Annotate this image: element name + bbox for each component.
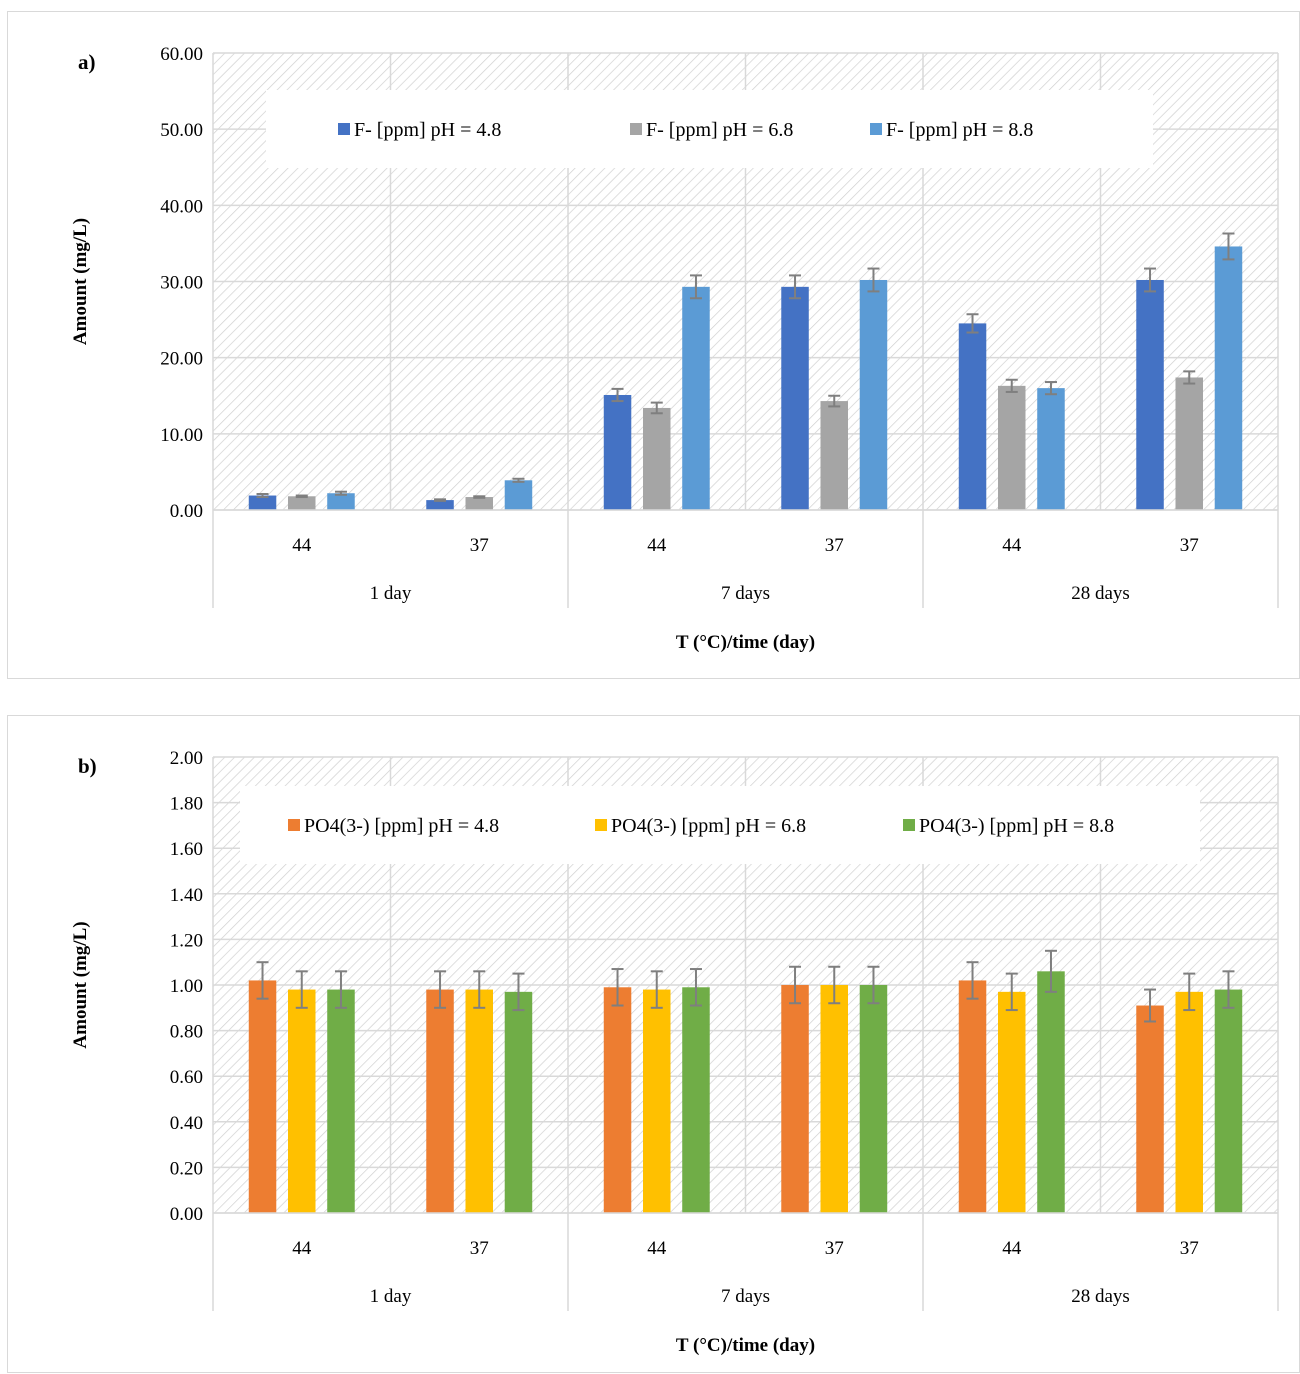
- x-group-label: 7 days: [721, 583, 770, 604]
- y-tick-label: 30.00: [160, 273, 203, 294]
- bar: [1136, 1005, 1164, 1213]
- x-axis-title: T (°C)/time (day): [676, 1335, 815, 1356]
- bar: [426, 500, 454, 510]
- legend-label: PO4(3-) [ppm] pH = 6.8: [611, 815, 806, 837]
- bar: [1136, 279, 1164, 510]
- legend-box: [266, 90, 1153, 168]
- x-tick-label: 44: [1002, 1238, 1022, 1259]
- bar: [287, 496, 316, 510]
- x-group-label: 1 day: [370, 1286, 412, 1307]
- bar: [682, 286, 710, 510]
- bar: [682, 987, 710, 1213]
- y-axis-title: Amount (mg/L): [70, 921, 91, 1048]
- bar: [859, 279, 888, 510]
- bar: [1214, 989, 1243, 1213]
- bar: [859, 985, 888, 1213]
- chart-panel-b: 0.00 0.20 0.40 0.60 0.80 1.00 1.20 1.40 1.60 1.80…: [7, 715, 1300, 1373]
- legend-label: F- [ppm] pH = 6.8: [646, 119, 793, 141]
- x-tick-label: 44: [292, 535, 312, 556]
- x-group-label: 7 days: [721, 1286, 770, 1307]
- bar: [1175, 991, 1204, 1213]
- x-tick-label: 44: [647, 535, 667, 556]
- y-tick-label: 10.00: [160, 425, 203, 446]
- y-tick-label: 1.00: [170, 976, 203, 997]
- chart-a-svg: 0.00 10.00 20.00 30.00 40.00 50.00 60.00 44 37 44…: [70, 44, 1279, 653]
- legend-label: F- [ppm] pH = 4.8: [354, 119, 501, 141]
- bar: [504, 991, 533, 1213]
- bar: [465, 497, 494, 510]
- x-group-label: 1 day: [370, 583, 412, 604]
- x-tick-label: 37: [470, 1238, 489, 1259]
- legend-swatch: [870, 123, 882, 135]
- x-group-label: 28 days: [1071, 583, 1130, 604]
- bar: [1214, 246, 1243, 511]
- legend-swatch: [338, 123, 350, 135]
- y-tick-label: 1.60: [170, 839, 203, 860]
- bar: [327, 493, 355, 510]
- y-tick-label: 1.40: [170, 885, 203, 906]
- y-tick-label: 0.00: [170, 1204, 203, 1225]
- bar: [820, 401, 849, 510]
- panel-label: b): [78, 754, 97, 778]
- y-tick-label: 0.00: [170, 501, 203, 522]
- chart-b-svg: 0.00 0.20 0.40 0.60 0.80 1.00 1.20 1.40 1.60 1.80…: [70, 748, 1279, 1356]
- bar: [603, 987, 632, 1213]
- bar: [1175, 377, 1204, 510]
- bar: [781, 286, 809, 510]
- legend-swatch: [595, 819, 607, 831]
- legend-label: F- [ppm] pH = 8.8: [886, 119, 1033, 141]
- chart-panel-a: 0.00 10.00 20.00 30.00 40.00 50.00 60.00 44 37 44…: [7, 11, 1300, 679]
- y-tick-label: 1.80: [170, 794, 203, 815]
- bar: [781, 985, 809, 1213]
- bar: [248, 495, 277, 510]
- y-tick-label: 0.40: [170, 1113, 203, 1134]
- bar: [1037, 388, 1065, 510]
- panel-label: a): [78, 50, 96, 74]
- y-axis-title: Amount (mg/L): [70, 218, 91, 345]
- legend-swatch: [630, 123, 642, 135]
- x-tick-label: 37: [1180, 535, 1199, 556]
- bar: [327, 989, 355, 1213]
- x-tick-label: 37: [825, 1238, 844, 1259]
- bar: [603, 394, 632, 510]
- bar: [642, 407, 671, 510]
- legend-label: PO4(3-) [ppm] pH = 4.8: [304, 815, 499, 837]
- x-tick-label: 44: [1002, 535, 1022, 556]
- y-tick-label: 20.00: [160, 349, 203, 370]
- x-tick-label: 37: [470, 535, 489, 556]
- x-tick-label: 37: [1180, 1238, 1199, 1259]
- x-tick-label: 44: [647, 1238, 667, 1259]
- y-tick-label: 60.00: [160, 44, 203, 65]
- x-group-label: 28 days: [1071, 1286, 1130, 1307]
- legend-swatch: [288, 819, 300, 831]
- bar: [426, 989, 454, 1213]
- legend-label: PO4(3-) [ppm] pH = 8.8: [919, 815, 1114, 837]
- bar: [997, 385, 1026, 510]
- bar: [997, 991, 1026, 1213]
- y-tick-label: 0.80: [170, 1022, 203, 1043]
- x-tick-label: 37: [825, 535, 844, 556]
- y-tick-label: 50.00: [160, 120, 203, 141]
- y-tick-label: 1.20: [170, 930, 203, 951]
- legend-box: [240, 786, 1200, 864]
- x-tick-label: 44: [292, 1238, 312, 1259]
- y-tick-label: 2.00: [170, 748, 203, 769]
- bar: [465, 989, 494, 1213]
- bar: [248, 980, 277, 1213]
- legend-swatch: [903, 819, 915, 831]
- bar: [287, 989, 316, 1213]
- bar: [504, 480, 533, 510]
- y-tick-label: 0.20: [170, 1158, 203, 1179]
- bar: [958, 980, 987, 1213]
- x-axis-title: T (°C)/time (day): [676, 632, 815, 653]
- bar: [642, 989, 671, 1213]
- y-tick-label: 40.00: [160, 196, 203, 217]
- bar: [1037, 971, 1065, 1213]
- bar: [958, 323, 987, 510]
- bar: [820, 985, 849, 1213]
- y-tick-label: 0.60: [170, 1067, 203, 1088]
